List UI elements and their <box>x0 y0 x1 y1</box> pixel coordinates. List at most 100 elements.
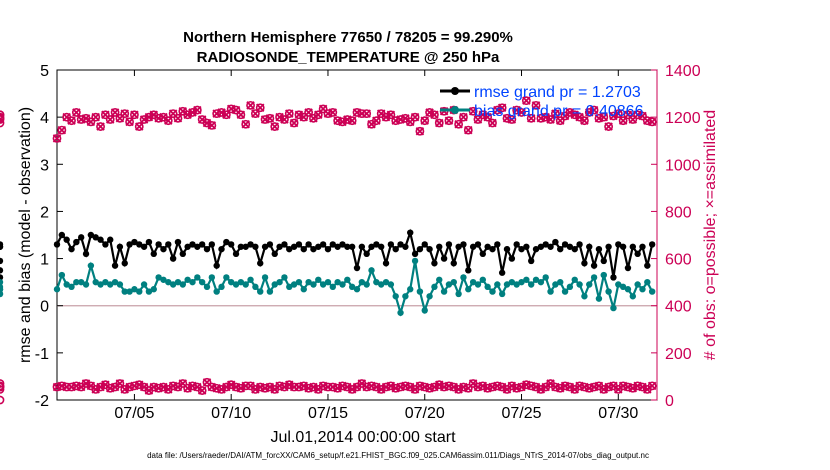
data-point <box>121 260 128 267</box>
data-point <box>218 245 225 253</box>
data-point <box>344 243 351 250</box>
assimilated-obs-marker <box>372 382 381 392</box>
data-point <box>68 283 75 291</box>
data-point <box>150 286 157 293</box>
assimilated-obs-marker <box>135 122 144 131</box>
possible-obs-marker <box>531 100 541 110</box>
data-point <box>232 281 240 288</box>
assimilated-obs-marker <box>105 115 115 124</box>
assimilated-obs-marker <box>270 385 279 394</box>
data-point <box>445 241 453 248</box>
assimilated-obs-marker <box>246 381 255 391</box>
y-axis-label: rmse and bias (model - observation) <box>17 107 34 363</box>
data-point <box>97 236 104 243</box>
assimilated-obs-marker <box>585 108 594 117</box>
possible-obs-marker <box>0 379 5 388</box>
data-point <box>436 243 443 250</box>
data-point <box>203 283 211 291</box>
data-point <box>281 274 288 281</box>
assimilated-obs-marker <box>410 385 420 394</box>
assimilated-obs-marker <box>251 385 260 394</box>
data-point <box>363 281 370 288</box>
data-point <box>460 274 467 281</box>
possible-obs-marker <box>270 122 280 131</box>
data-point <box>227 241 235 248</box>
data-point <box>508 278 516 286</box>
data-point <box>286 283 293 291</box>
assimilated-obs-marker <box>86 381 96 391</box>
data-point <box>440 255 448 262</box>
data-point <box>416 245 424 253</box>
data-point <box>397 241 404 248</box>
data-point <box>131 286 138 293</box>
data-point <box>358 278 366 286</box>
data-point <box>513 241 520 248</box>
x-tick-label: 07/20 <box>405 405 445 422</box>
x-tick-label: 07/30 <box>598 405 638 422</box>
data-point <box>353 286 361 293</box>
data-point <box>523 243 530 250</box>
assimilated-obs-marker <box>130 110 139 120</box>
data-point <box>194 274 201 281</box>
assimilated-obs-marker <box>410 112 420 122</box>
data-point <box>179 250 187 258</box>
possible-obs-marker <box>52 133 62 143</box>
possible-obs-marker <box>463 125 473 135</box>
data-point <box>465 267 472 274</box>
data-point <box>581 260 588 267</box>
assimilated-obs-marker <box>531 382 541 392</box>
assimilated-obs-marker <box>183 110 192 120</box>
assimilated-obs-marker <box>120 385 129 394</box>
data-point <box>237 278 245 286</box>
data-point <box>271 281 278 288</box>
data-point <box>518 278 525 286</box>
assimilated-obs-marker <box>609 111 618 121</box>
y-tick-label: -2 <box>35 393 49 410</box>
legend-rmse-marker <box>451 87 459 95</box>
data-point <box>155 241 162 248</box>
data-point <box>590 274 598 281</box>
assimilated-obs-marker <box>565 108 575 117</box>
data-point <box>252 243 259 250</box>
assimilated-obs-marker <box>628 383 638 393</box>
assimilated-obs-marker <box>405 382 415 392</box>
data-point <box>140 281 148 288</box>
y-right-tick-label: 0 <box>665 393 674 410</box>
possible-obs-marker <box>168 109 178 119</box>
possible-obs-marker <box>318 104 328 114</box>
data-point <box>348 283 356 291</box>
data-point <box>460 241 467 248</box>
possible-obs-marker <box>313 110 323 120</box>
data-point <box>353 264 361 272</box>
data-point <box>547 243 554 250</box>
assimilated-obs-marker <box>551 109 560 118</box>
data-point <box>126 288 133 295</box>
data-point <box>484 243 491 250</box>
data-point <box>218 283 225 291</box>
data-point <box>392 245 399 253</box>
data-point <box>300 286 307 293</box>
data-point <box>208 274 216 281</box>
series-line <box>56 228 654 278</box>
data-point <box>445 281 453 288</box>
assimilated-obs-marker <box>381 112 391 122</box>
data-point <box>0 286 4 293</box>
assimilated-obs-marker <box>420 116 429 125</box>
data-point <box>590 262 598 269</box>
data-point <box>271 250 278 258</box>
assimilated-obs-marker <box>444 116 454 125</box>
data-point <box>126 241 133 248</box>
data-point <box>498 290 506 298</box>
data-point <box>547 288 554 295</box>
data-point <box>527 257 535 265</box>
legend-bias-marker <box>451 106 459 114</box>
data-point <box>600 271 607 279</box>
data-point <box>334 243 341 250</box>
data-point <box>639 243 646 250</box>
y-tick-label: 2 <box>40 204 49 221</box>
possible-obs-marker <box>96 122 105 131</box>
possible-obs-marker <box>241 119 251 129</box>
assimilated-obs-marker <box>193 382 202 392</box>
data-point <box>107 236 114 243</box>
data-point <box>184 276 191 283</box>
